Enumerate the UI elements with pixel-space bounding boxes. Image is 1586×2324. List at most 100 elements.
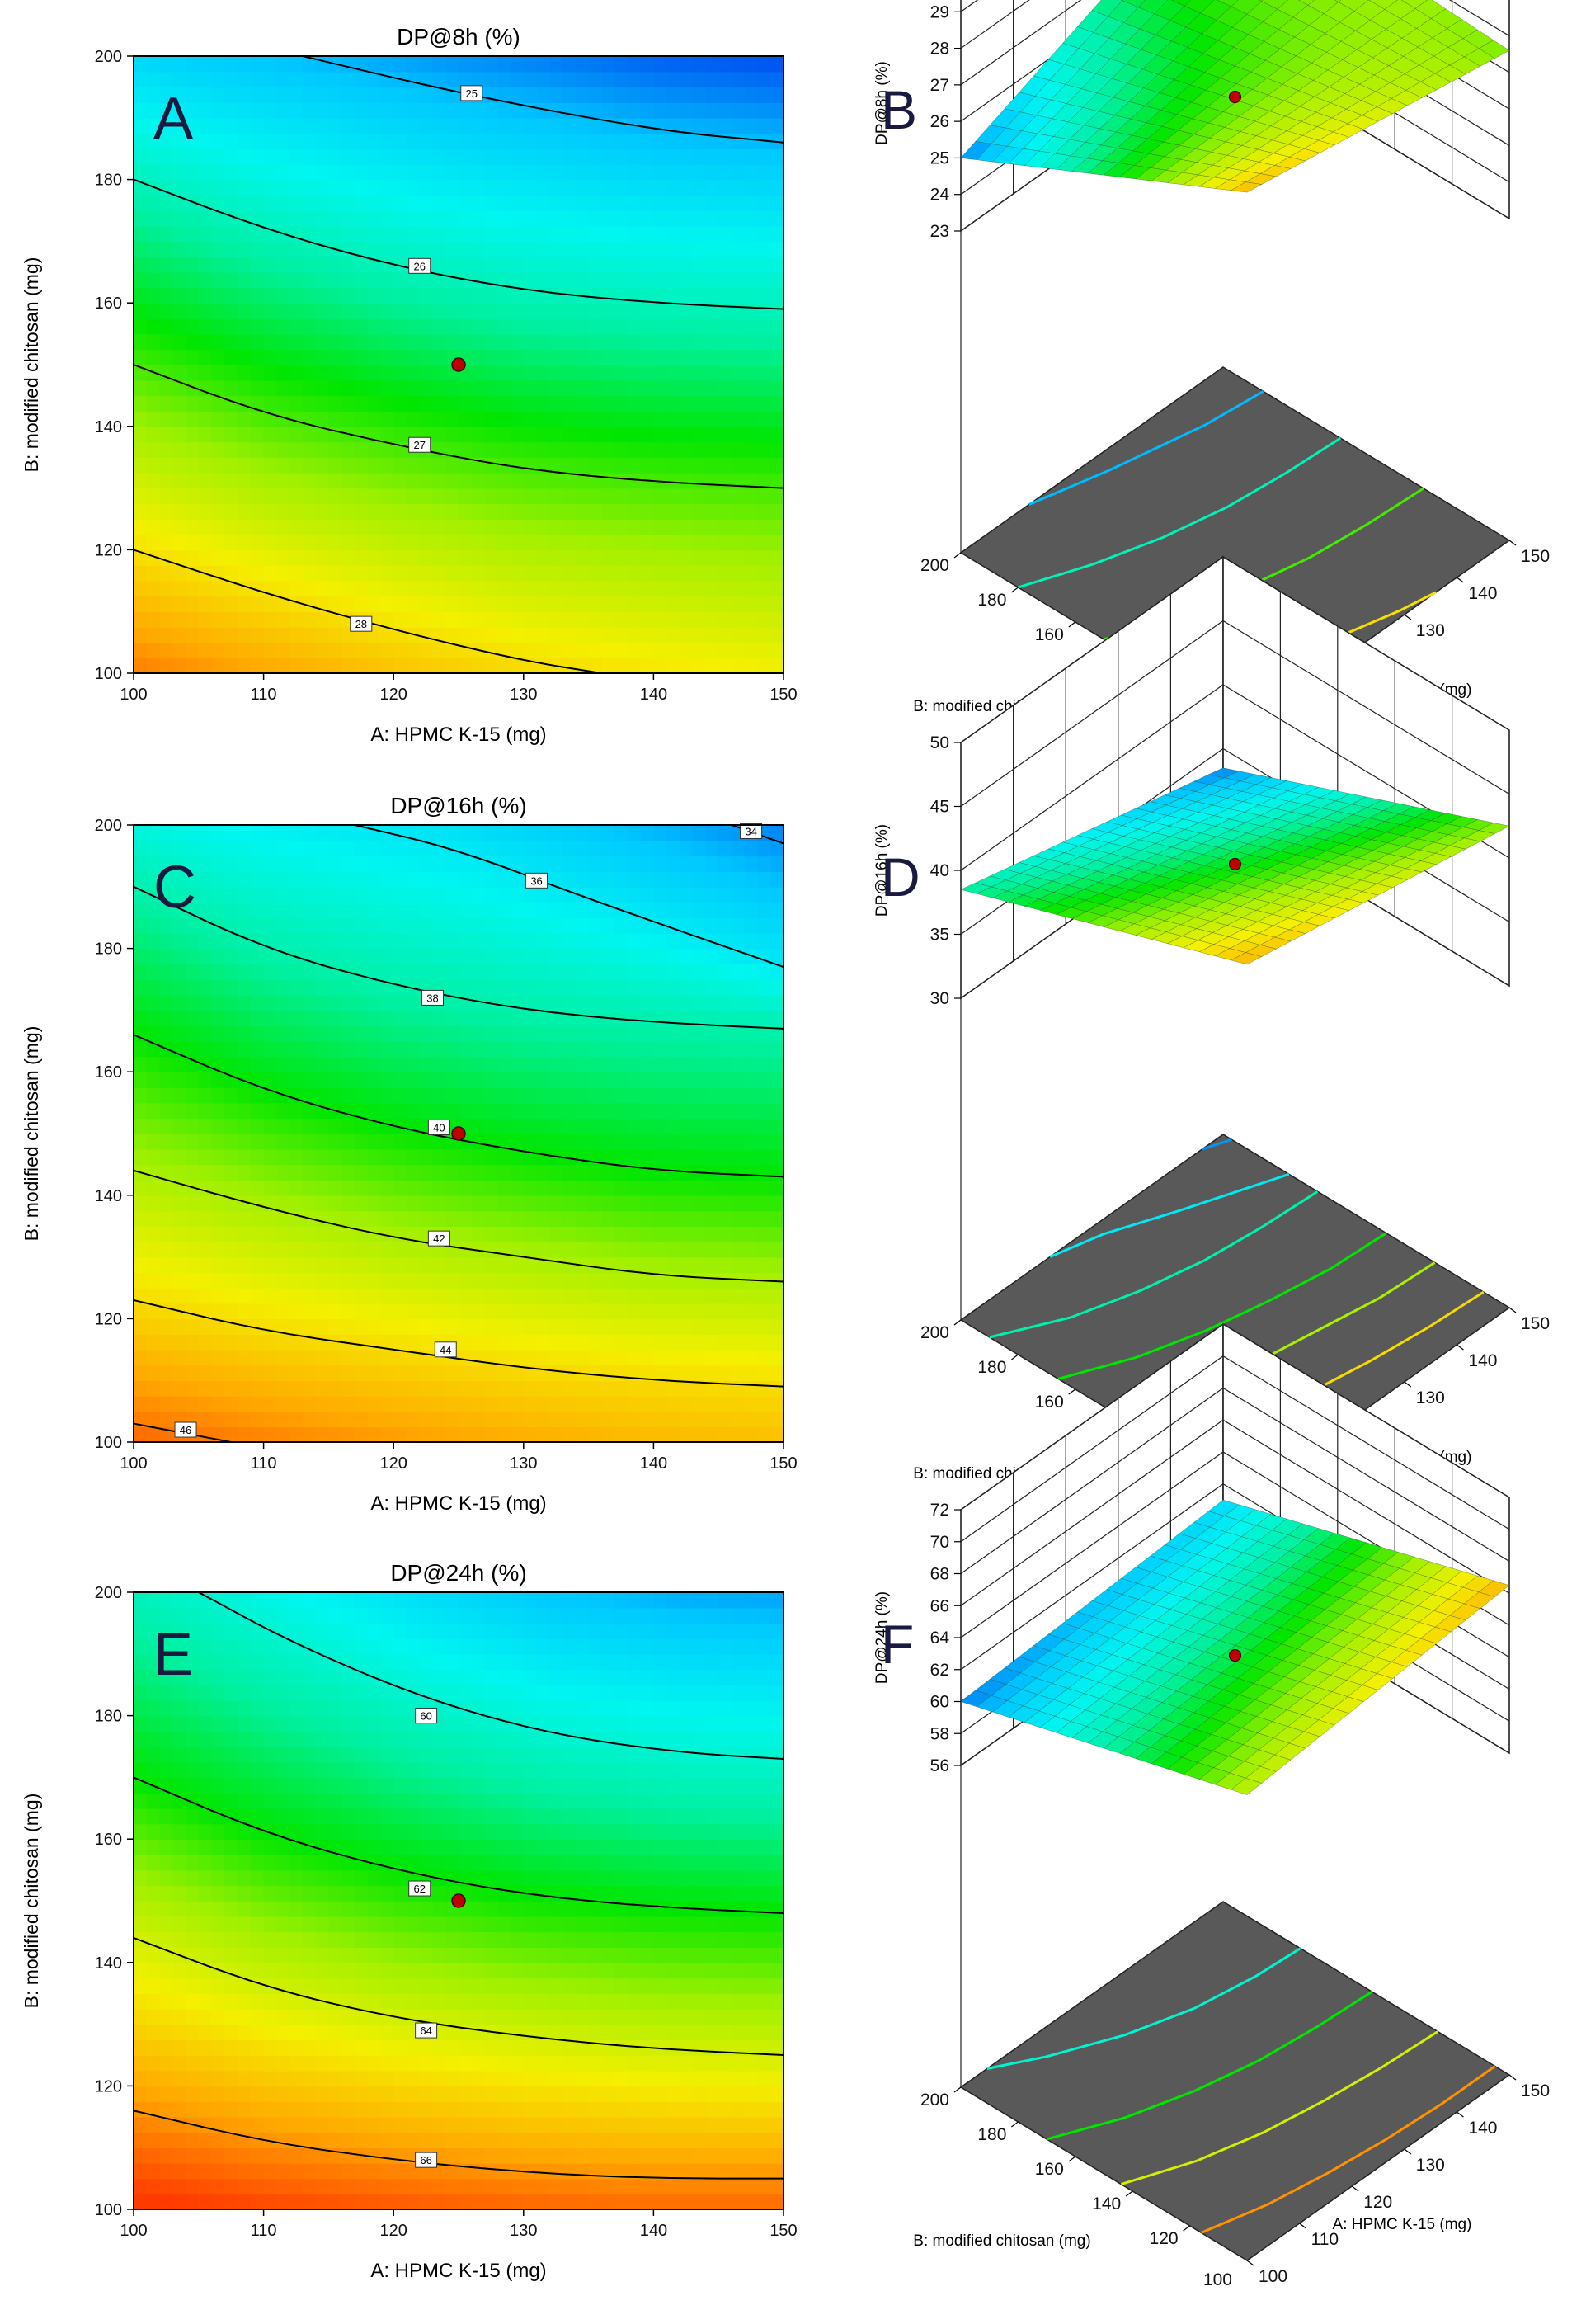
heat-cell <box>524 210 538 227</box>
heat-cell <box>328 1380 342 1397</box>
heat-cell <box>459 210 473 227</box>
heat-cell <box>134 1365 148 1382</box>
heat-cell <box>380 1654 394 1671</box>
heat-cell <box>524 226 538 243</box>
heat-cell <box>549 1164 563 1181</box>
heat-cell <box>601 380 615 397</box>
heat-cell <box>511 118 525 134</box>
heat-cell <box>537 1118 551 1134</box>
heat-cell <box>562 933 577 950</box>
heat-cell <box>328 442 342 459</box>
heat-cell <box>770 1118 784 1134</box>
heat-cell <box>380 1901 394 1917</box>
heat-cell <box>497 488 511 505</box>
heat-cell <box>614 917 628 934</box>
heat-cell <box>393 581 407 597</box>
heat-cell <box>693 995 707 1011</box>
heat-cell <box>341 1412 355 1428</box>
heat-cell <box>407 488 421 505</box>
heat-cell <box>341 180 355 196</box>
heat-cell <box>432 488 446 505</box>
heat-cell <box>472 257 486 273</box>
heat-cell <box>628 1103 642 1120</box>
heat-cell <box>355 1303 369 1320</box>
heat-cell <box>212 2025 226 2041</box>
heat-cell <box>289 611 304 628</box>
heat-cell <box>316 210 330 227</box>
heat-cell <box>303 2009 317 2025</box>
heat-cell <box>289 2163 304 2180</box>
heat-cell <box>705 549 719 566</box>
heat-cell <box>485 1010 499 1026</box>
heat-cell <box>472 303 486 319</box>
heat-cell <box>589 964 603 980</box>
heat-cell <box>614 1041 628 1058</box>
heat-cell <box>614 841 628 856</box>
heat-cell <box>276 134 290 150</box>
heat-cell <box>199 933 213 950</box>
heat-cell <box>368 457 382 474</box>
heat-cell <box>147 949 161 965</box>
heat-cell <box>537 1303 551 1320</box>
heat-cell <box>251 380 265 397</box>
heat-cell <box>549 488 563 505</box>
heat-cell <box>680 964 694 980</box>
heat-cell <box>614 442 628 459</box>
heat-cell <box>341 643 355 659</box>
heat-cell <box>420 473 434 489</box>
heat-cell <box>199 118 213 134</box>
heat-cell <box>276 611 290 628</box>
heat-cell <box>393 917 407 934</box>
heat-cell <box>445 72 459 88</box>
heat-cell <box>420 210 434 227</box>
heat-cell <box>680 658 694 674</box>
heat-cell <box>472 334 486 351</box>
heat-cell <box>407 2009 421 2025</box>
heat-cell <box>432 473 446 489</box>
heat-cell <box>276 1380 290 1397</box>
heat-cell <box>264 1963 278 1979</box>
heat-cell <box>147 596 161 613</box>
heat-cell <box>718 841 732 856</box>
heat-cell <box>576 488 590 505</box>
heat-cell <box>497 979 511 996</box>
heat-cell <box>407 1993 421 2010</box>
heat-cell <box>368 1808 382 1825</box>
heat-cell <box>549 1257 563 1274</box>
heat-cell <box>445 148 459 165</box>
heat-cell <box>264 949 278 965</box>
heat-cell <box>160 318 174 335</box>
heat-cell <box>485 442 499 459</box>
heat-cell <box>355 288 369 304</box>
heat-cell <box>641 1164 655 1181</box>
heat-cell <box>199 1118 213 1134</box>
heat-cell <box>134 1855 148 1871</box>
heat-cell <box>770 1072 784 1088</box>
heat-cell <box>355 535 369 551</box>
heat-cell <box>420 627 434 643</box>
heat-cell <box>251 148 265 165</box>
heat-cell <box>770 1087 784 1104</box>
heat-cell <box>380 1700 394 1717</box>
heat-cell <box>199 457 213 474</box>
heat-cell <box>576 303 590 319</box>
heat-cell <box>745 411 759 427</box>
heat-cell <box>666 1334 680 1351</box>
heat-cell <box>614 658 628 674</box>
heat-cell <box>770 1350 784 1366</box>
heat-cell <box>289 1396 304 1412</box>
heat-cell <box>393 2086 407 2102</box>
heat-cell <box>380 1242 394 1258</box>
heat-cell <box>134 1947 148 1963</box>
heat-cell <box>693 1412 707 1428</box>
heat-cell <box>445 1057 459 1073</box>
heat-cell <box>589 503 603 520</box>
heat-cell <box>511 933 525 950</box>
panel-letter: C <box>153 855 196 921</box>
heat-cell <box>666 549 680 566</box>
heat-cell <box>485 1257 499 1274</box>
heat-cell <box>614 1350 628 1366</box>
contour-label: 27 <box>413 439 425 451</box>
heat-cell <box>264 365 278 381</box>
